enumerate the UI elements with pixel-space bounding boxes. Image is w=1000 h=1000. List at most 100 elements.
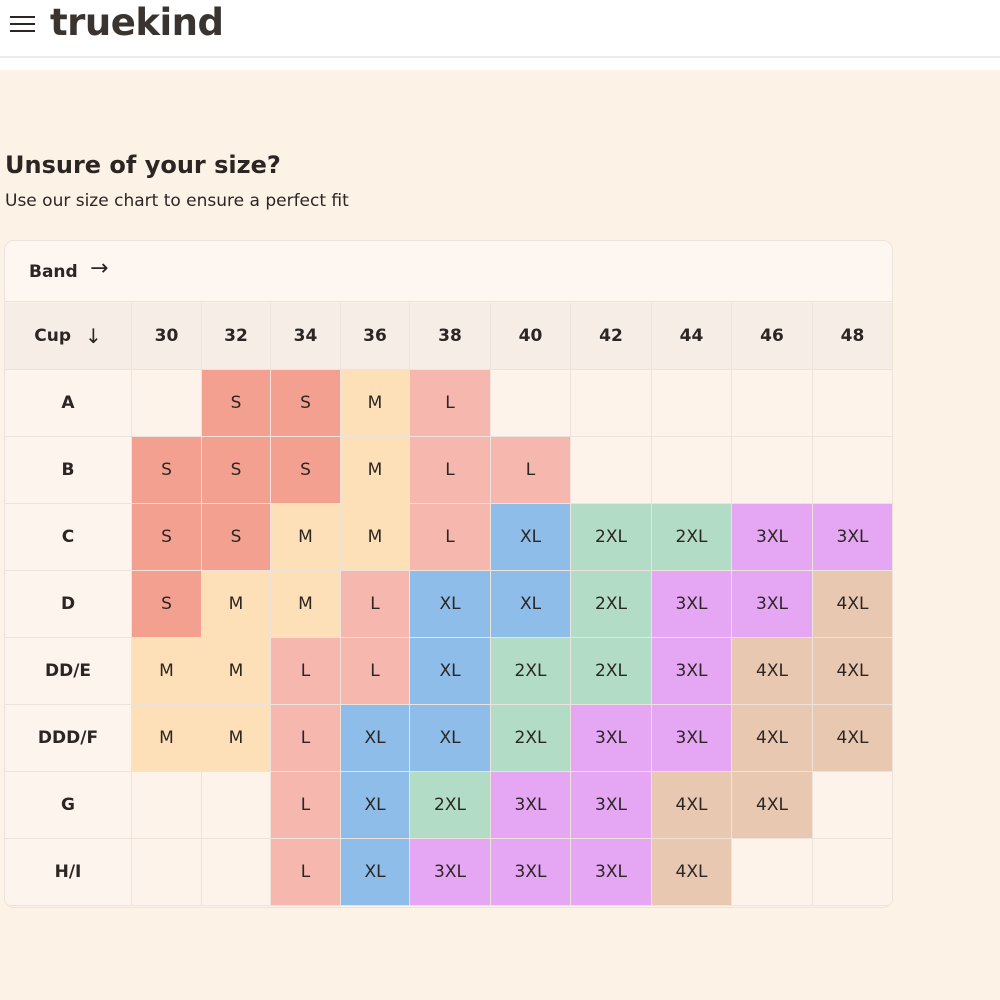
size-cell: L [271, 772, 341, 839]
right-arrow-icon: → [90, 256, 109, 281]
size-cell: L [341, 571, 410, 638]
size-cell: L [341, 638, 410, 705]
size-cell [132, 839, 202, 906]
size-cell: S [132, 571, 202, 638]
size-cell: 2XL [491, 638, 571, 705]
size-cell: XL [410, 705, 491, 772]
cup-row-header: G [5, 772, 132, 839]
size-cell: XL [341, 839, 410, 906]
size-cell: L [271, 638, 341, 705]
down-arrow-icon: ↓ [84, 324, 102, 348]
size-cell: L [271, 839, 341, 906]
size-cell: 3XL [491, 839, 571, 906]
size-cell: 3XL [732, 504, 813, 571]
size-cell: L [410, 437, 491, 504]
size-cell: M [132, 705, 202, 772]
size-cell [732, 839, 813, 906]
band-header-cell: 40 [491, 303, 571, 370]
size-cell: XL [491, 504, 571, 571]
size-cell: 2XL [571, 571, 652, 638]
size-cell: 4XL [652, 772, 732, 839]
size-cell: M [271, 571, 341, 638]
brand-logo[interactable]: truekind [50, 1, 224, 44]
size-cell: 3XL [571, 772, 652, 839]
size-chart-card: Band → Cup ↓ 30 32 34 36 38 40 42 44 46 48 A S S M L B S S S… [4, 240, 893, 908]
cup-row-header: A [5, 370, 132, 437]
size-cell: S [132, 437, 202, 504]
cup-row-header: H/I [5, 839, 132, 906]
size-cell: S [202, 504, 271, 571]
size-cell: XL [341, 772, 410, 839]
size-cell [571, 370, 652, 437]
size-cell: 4XL [732, 705, 813, 772]
band-header-cell: 36 [341, 303, 410, 370]
size-cell: 3XL [652, 705, 732, 772]
size-cell: M [132, 638, 202, 705]
size-cell: L [271, 705, 341, 772]
size-cell [813, 370, 892, 437]
size-cell: XL [410, 571, 491, 638]
size-cell: M [341, 370, 410, 437]
size-cell [571, 437, 652, 504]
size-cell: S [271, 370, 341, 437]
size-cell: M [341, 504, 410, 571]
size-cell: L [410, 504, 491, 571]
size-cell: 3XL [571, 705, 652, 772]
cup-row-header: DDD/F [5, 705, 132, 772]
top-navigation-bar: truekind [0, 0, 1000, 58]
size-cell: 2XL [652, 504, 732, 571]
size-cell: 4XL [813, 705, 892, 772]
size-cell [202, 839, 271, 906]
size-cell [732, 370, 813, 437]
hamburger-menu-icon[interactable] [10, 12, 36, 34]
band-header-cell: 48 [813, 303, 892, 370]
size-cell: L [410, 370, 491, 437]
size-cell [491, 370, 571, 437]
band-header-cell: 34 [271, 303, 341, 370]
band-header-cell: 38 [410, 303, 491, 370]
cup-row-header: D [5, 571, 132, 638]
size-cell: 2XL [410, 772, 491, 839]
size-cell: 4XL [732, 772, 813, 839]
band-header-cell: 42 [571, 303, 652, 370]
band-header-cell: 44 [652, 303, 732, 370]
size-cell: 4XL [813, 571, 892, 638]
size-cell: M [202, 571, 271, 638]
size-cell: 3XL [410, 839, 491, 906]
size-cell [132, 772, 202, 839]
size-cell [202, 772, 271, 839]
size-cell: S [202, 437, 271, 504]
size-cell: M [341, 437, 410, 504]
section-title: Unsure of your size? [5, 151, 281, 179]
size-cell: M [271, 504, 341, 571]
size-guide-section: Unsure of your size? Use our size chart … [0, 70, 1000, 1000]
size-cell [132, 370, 202, 437]
size-cell: 3XL [732, 571, 813, 638]
cup-label: Cup [34, 326, 71, 346]
band-header: Band → [5, 241, 892, 302]
size-cell: 3XL [652, 571, 732, 638]
size-cell [652, 437, 732, 504]
size-cell: 4XL [813, 638, 892, 705]
size-cell: 3XL [571, 839, 652, 906]
size-cell: S [271, 437, 341, 504]
size-cell [813, 437, 892, 504]
size-cell: XL [491, 571, 571, 638]
band-header-cell: 30 [132, 303, 202, 370]
cup-row-header: DD/E [5, 638, 132, 705]
size-cell: S [132, 504, 202, 571]
size-cell [652, 370, 732, 437]
band-label: Band [29, 262, 78, 282]
size-cell: M [202, 705, 271, 772]
size-cell: 3XL [813, 504, 892, 571]
size-cell: XL [410, 638, 491, 705]
size-cell [732, 437, 813, 504]
cup-row-header: B [5, 437, 132, 504]
size-cell: 3XL [491, 772, 571, 839]
band-header-cell: 46 [732, 303, 813, 370]
cup-row-header: C [5, 504, 132, 571]
size-cell: S [202, 370, 271, 437]
size-cell: M [202, 638, 271, 705]
section-subtitle: Use our size chart to ensure a perfect f… [5, 191, 349, 211]
size-cell [813, 839, 892, 906]
